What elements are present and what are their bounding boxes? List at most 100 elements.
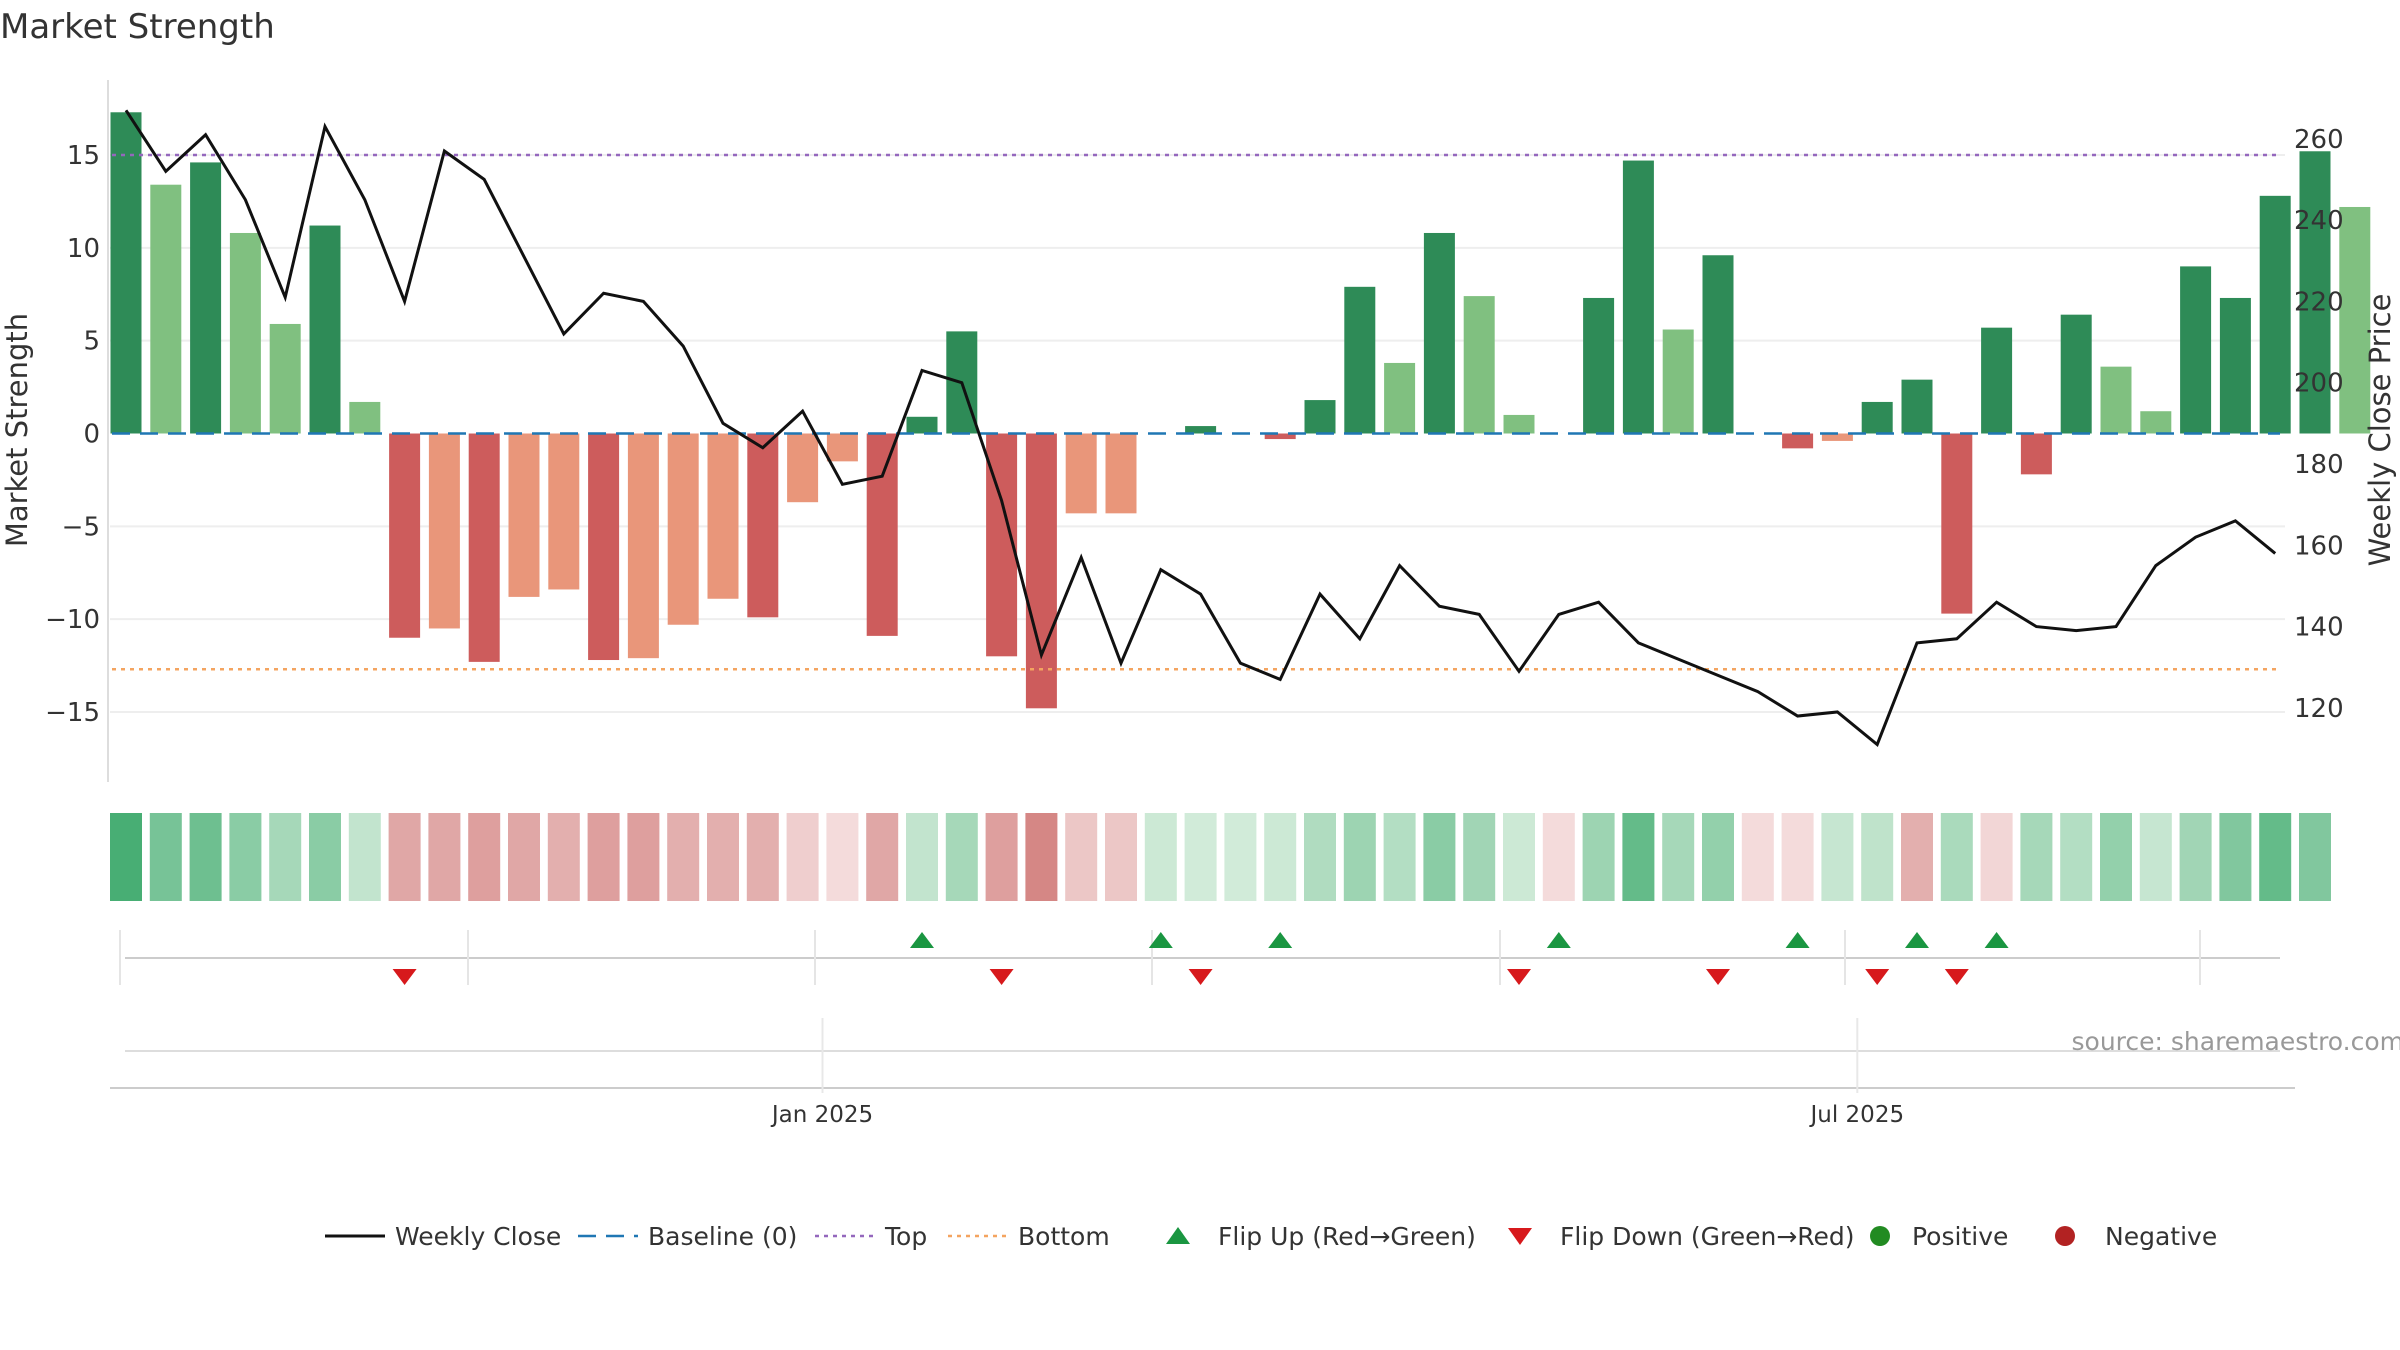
- heat-cell: [587, 813, 620, 901]
- strength-bar: [1622, 160, 1654, 434]
- heat-cell: [1423, 813, 1456, 901]
- strength-bar: [866, 433, 898, 636]
- heat-cell: [110, 813, 142, 901]
- flip-down-marker: [1865, 969, 1890, 985]
- heat-cell: [1980, 813, 2013, 901]
- strength-bar: [2140, 411, 2172, 434]
- heat-cell: [667, 813, 700, 901]
- y-tick-label: 0: [83, 420, 100, 450]
- strength-bar: [707, 433, 739, 599]
- heat-cell: [1065, 813, 1098, 901]
- strength-bar: [1503, 414, 1535, 434]
- strength-bar: [1981, 327, 2013, 434]
- strength-bar: [1105, 433, 1137, 514]
- strength-bar: [1861, 401, 1893, 434]
- flip-down-marker: [1706, 969, 1730, 985]
- triangle-up-icon: [1166, 1227, 1190, 1244]
- strength-bar: [2060, 314, 2092, 434]
- legend-label: Flip Down (Green→Red): [1560, 1222, 1855, 1251]
- heat-cell: [1542, 813, 1575, 901]
- strength-bar: [1344, 286, 1376, 434]
- heat-cell: [269, 813, 302, 901]
- heat-cell: [786, 813, 819, 901]
- heat-cell: [149, 813, 182, 901]
- time-axis-panel: [110, 1050, 2295, 1089]
- strength-heat-strip: [110, 813, 2331, 901]
- strength-bar: [1423, 232, 1455, 434]
- heat-cell: [2060, 813, 2093, 901]
- y-tick-label: −10: [45, 605, 100, 635]
- strength-bar: [2259, 195, 2291, 434]
- heat-cell: [2100, 813, 2132, 901]
- flip-up-marker: [1546, 932, 1571, 948]
- heat-cell: [388, 813, 421, 901]
- flip-markers-panel: [119, 930, 2280, 985]
- strength-bar: [906, 416, 938, 434]
- legend-item: Baseline (0): [578, 1222, 797, 1251]
- chart-title: Market Strength: [0, 7, 275, 47]
- legend-label: Negative: [2105, 1222, 2217, 1251]
- heat-cell: [1144, 813, 1177, 901]
- heat-cell: [826, 813, 859, 901]
- strength-bar: [508, 433, 540, 597]
- flip-down-marker: [1188, 969, 1213, 985]
- legend-label: Flip Up (Red→Green): [1218, 1222, 1476, 1251]
- strength-bar: [269, 323, 301, 434]
- legend-item: Bottom: [948, 1222, 1110, 1251]
- heat-cell: [508, 813, 540, 901]
- strength-bar: [349, 401, 381, 434]
- heat-cell: [1463, 813, 1496, 901]
- heat-cell: [1940, 813, 1973, 901]
- x-axis-ticks: Jan 2025 Jul 2025: [770, 1018, 1904, 1128]
- flip-down-marker: [1507, 969, 1531, 985]
- strength-bar: [150, 184, 182, 434]
- strength-bar: [1185, 426, 1217, 434]
- heat-cell: [1025, 813, 1058, 901]
- circle-icon: [2055, 1226, 2075, 1246]
- weekly-close-line: [124, 109, 2277, 747]
- strength-bar: [2180, 266, 2212, 434]
- heat-cell: [1861, 813, 1894, 901]
- heat-cell: [2259, 813, 2292, 901]
- heat-cell: [189, 813, 222, 901]
- strength-bar: [2100, 366, 2132, 434]
- legend-item: Top: [815, 1222, 927, 1251]
- legend-item: Flip Down (Green→Red): [1508, 1222, 1855, 1251]
- strength-bar: [389, 433, 421, 638]
- y2-tick-label: 260: [2294, 125, 2344, 155]
- flip-up-marker: [910, 932, 934, 948]
- heat-cell: [1184, 813, 1217, 901]
- legend-item: Weekly Close: [325, 1222, 561, 1251]
- strength-bars: [110, 112, 2371, 709]
- flip-down-marker: [1944, 969, 1969, 985]
- flip-down-marker: [392, 969, 417, 985]
- strength-bar: [428, 433, 460, 629]
- heat-cell: [1662, 813, 1695, 901]
- heat-cell: [2139, 813, 2172, 901]
- legend-item: Negative: [2055, 1222, 2217, 1251]
- y-axis-label: Market Strength: [0, 313, 34, 547]
- legend-label: Weekly Close: [395, 1222, 561, 1251]
- strength-bar: [588, 433, 620, 661]
- strength-bar: [548, 433, 580, 590]
- strength-bar: [1384, 362, 1416, 434]
- heat-cell: [428, 813, 461, 901]
- strength-bar: [1941, 433, 1973, 614]
- y-tick-label: −15: [45, 698, 100, 728]
- heat-cell: [1582, 813, 1615, 901]
- heat-cell: [945, 813, 978, 901]
- heat-cell: [1622, 813, 1655, 901]
- y-axis-left: 15 10 5 0 −5 −10 −15: [45, 80, 109, 782]
- heat-cell: [1503, 813, 1535, 901]
- strength-bar: [2020, 433, 2052, 475]
- heat-cell: [1264, 813, 1297, 901]
- strength-bar: [667, 433, 699, 625]
- y-axis-right: 260 240 220 200 180 160 140 120: [2294, 125, 2344, 724]
- heat-cell: [985, 813, 1018, 901]
- heat-cell: [2179, 813, 2212, 901]
- x-tick-label: Jan 2025: [770, 1102, 873, 1128]
- flip-up-marker: [1148, 932, 1173, 948]
- y-tick-label: 5: [83, 327, 100, 357]
- y2-tick-label: 180: [2294, 450, 2344, 480]
